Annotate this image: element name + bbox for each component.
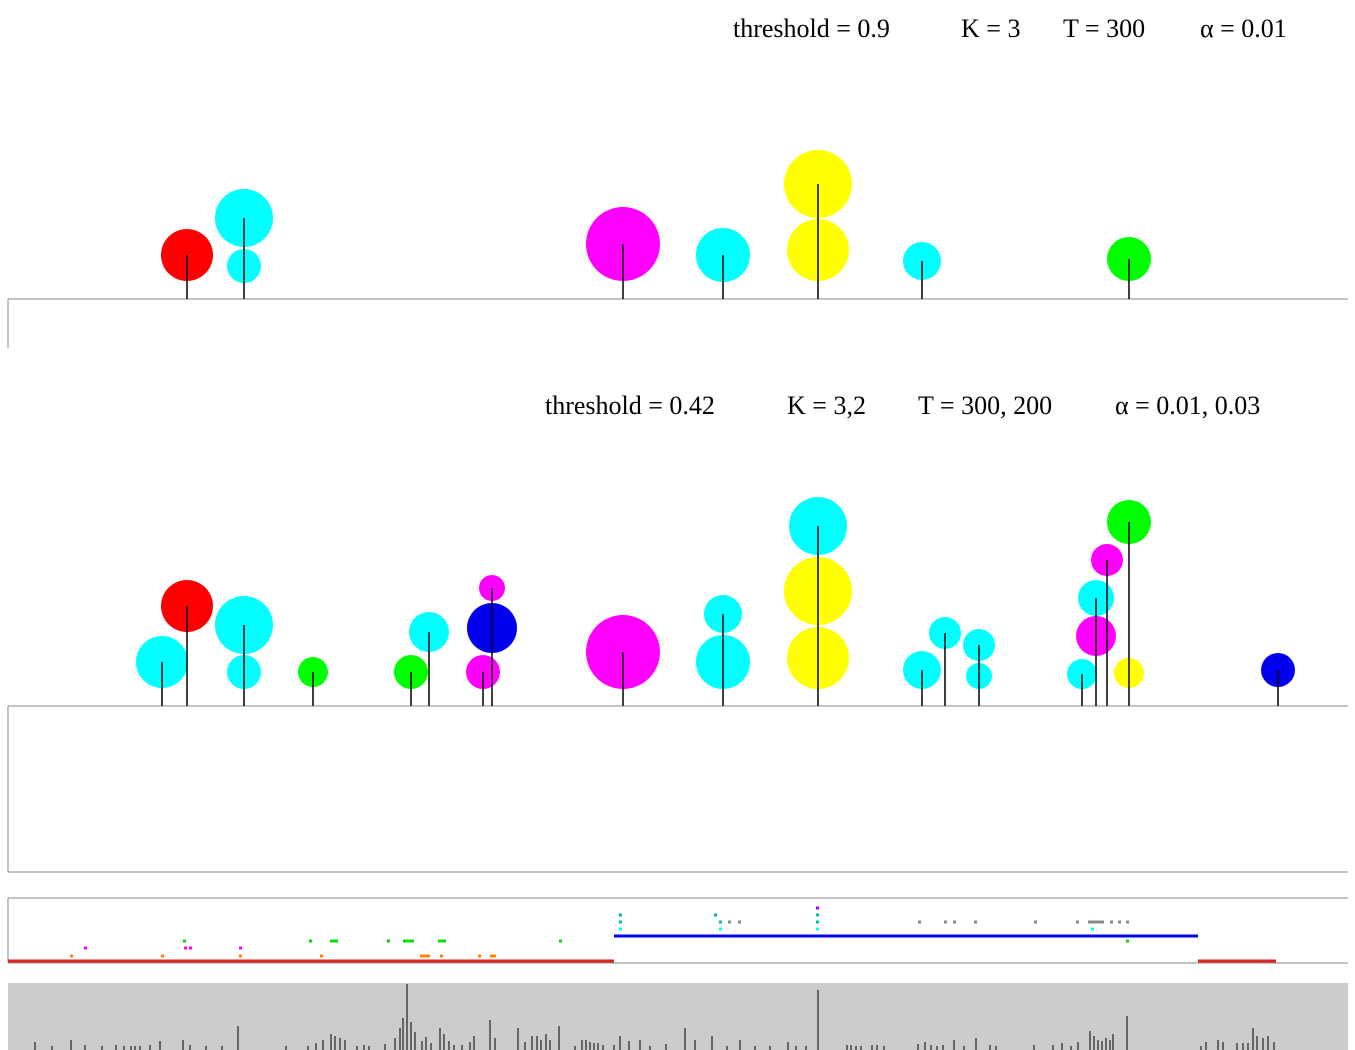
timeline-mark (1118, 920, 1121, 924)
timeline-mark (189, 946, 192, 950)
timeline-mark (84, 946, 87, 950)
timeline-mark (944, 920, 947, 924)
timeline-mark (490, 954, 496, 958)
timeline-mark (1034, 920, 1037, 924)
timeline-mark (719, 920, 722, 924)
timeline-mark (619, 927, 622, 931)
timeline-mark (320, 954, 323, 958)
timeline-mark (239, 946, 242, 950)
timeline-mark (1076, 920, 1079, 924)
timeline-mark (719, 927, 722, 931)
timeline-mark (816, 927, 819, 931)
timeline-mark (728, 920, 731, 924)
timeline-mark (918, 920, 921, 924)
param-k: K = 3 (961, 14, 1020, 43)
timeline-mark (714, 913, 717, 917)
timeline-mark (1126, 920, 1129, 924)
timeline-mark (1110, 920, 1113, 924)
timeline-mark (619, 920, 622, 924)
param-k: K = 3,2 (787, 391, 866, 420)
panel-top: threshold = 0.9 K = 3 T = 300 α = 0.01 (7, 14, 1348, 348)
param-t: T = 300 (1063, 14, 1145, 43)
timeline-mark (1088, 920, 1104, 924)
timeline-mark (161, 954, 164, 958)
spike-background (8, 983, 1348, 1050)
timeline-mark (1126, 939, 1129, 943)
timeline-mark (816, 906, 819, 910)
timeline-mark (440, 954, 443, 958)
timeline-mark (816, 913, 819, 917)
timeline-mark (403, 939, 414, 943)
timeline-mark (974, 920, 977, 924)
panel-timeline (7, 897, 1348, 964)
param-threshold: threshold = 0.9 (733, 14, 890, 43)
panel-middle: threshold = 0.42 K = 3,2 T = 300, 200 α … (7, 391, 1348, 873)
stem-group (136, 497, 1295, 706)
timeline-mark (387, 939, 390, 943)
timeline-mark (619, 913, 622, 917)
timeline-mark (953, 920, 956, 924)
timeline-mark (70, 954, 73, 958)
timeline-mark (816, 920, 819, 924)
timeline-mark (478, 954, 481, 958)
timeline-mark (239, 954, 242, 958)
timeline-mark (1091, 927, 1094, 931)
param-t: T = 300, 200 (918, 391, 1052, 420)
param-alpha: α = 0.01, 0.03 (1115, 391, 1260, 420)
panel-spikes (8, 983, 1348, 1050)
timeline-marks (8, 906, 1276, 963)
stem-group (161, 150, 1151, 299)
timeline-mark (438, 939, 446, 943)
timeline-mark (183, 939, 186, 943)
param-threshold: threshold = 0.42 (545, 391, 715, 420)
spike-bars (34, 984, 1275, 1050)
timeline-mark (738, 920, 741, 924)
timeline-mark (309, 939, 312, 943)
param-alpha: α = 0.01 (1200, 14, 1287, 43)
timeline-mark (559, 939, 562, 943)
timeline-mark (330, 939, 338, 943)
timeline-mark (184, 946, 187, 950)
timeline-mark (420, 954, 430, 958)
